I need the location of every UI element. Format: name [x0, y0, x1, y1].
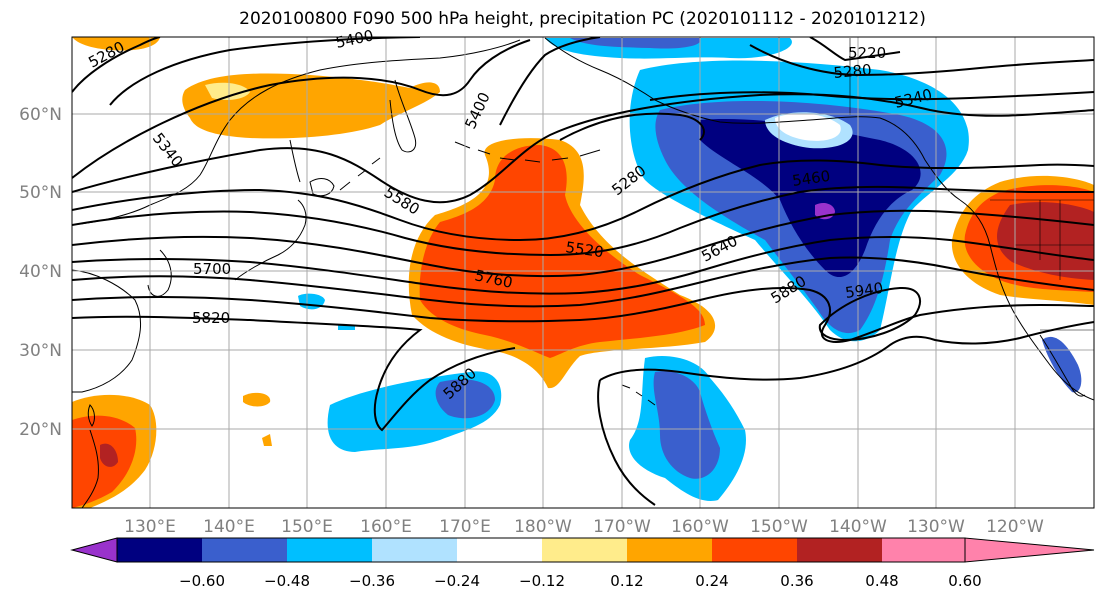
lon-label: 180°W [514, 517, 572, 537]
lat-label: 60°N [19, 105, 62, 125]
coast-taiwan [87, 404, 95, 427]
lon-label: 170°W [593, 517, 651, 537]
contour-label: 5280 [833, 61, 873, 82]
contour-5520 [72, 159, 1094, 242]
contour-label: 5820 [192, 309, 230, 327]
contour-5280-loop [559, 112, 705, 141]
lat-label: 20°N [19, 420, 62, 440]
colorbar-segment [797, 538, 882, 562]
contour-5940 [818, 286, 921, 342]
lon-label: 140°E [203, 517, 255, 537]
shade-pos-small2 [262, 434, 272, 446]
contour-5460-a [72, 93, 1094, 204]
contour-5400 [72, 39, 531, 179]
coast-hawaii [621, 384, 656, 406]
colorbar-extend-low [70, 537, 118, 563]
contour-5580 [72, 185, 1094, 257]
colorbar-tick-label: −0.36 [349, 572, 395, 590]
colorbar-tick-label: −0.24 [434, 572, 480, 590]
colorbar-tick-label: 0.12 [610, 572, 643, 590]
contour-5280-east [749, 44, 1094, 77]
lat-label: 40°N [19, 262, 62, 282]
lon-label: 130°W [907, 517, 965, 537]
contour-label: 5520 [564, 238, 604, 261]
shade-pos-philippine-dark [100, 443, 118, 467]
shade-neg-bering-mid [570, 38, 701, 49]
colorbar-tick-label: 0.48 [865, 572, 898, 590]
contour-5400-north [499, 37, 601, 126]
lon-label: 150°W [750, 517, 808, 537]
lon-label: 120°W [986, 517, 1044, 537]
shade-neg-baja [1042, 336, 1082, 393]
contour-label: 5220 [848, 44, 886, 62]
contour-5340-east [649, 91, 1094, 101]
lat-label: 50°N [19, 183, 62, 203]
contour-5700 [72, 236, 1094, 295]
map-frame [71, 36, 1095, 509]
contour-5880-loop [597, 379, 656, 506]
contour-5760 [72, 256, 1094, 308]
contour-5220 [809, 37, 901, 62]
colorbar-tick-label: −0.12 [519, 572, 565, 590]
colorbar-segment [712, 538, 797, 562]
colorbar-segment [457, 538, 542, 562]
contour-label: 5700 [193, 260, 231, 278]
colorbar-segment [202, 538, 287, 562]
latitude-labels: 60°N 50°N 40°N 30°N 20°N [19, 105, 62, 440]
contour-5640 [72, 209, 1094, 278]
colorbar-ticks: −0.60 −0.48 −0.36 −0.24 −0.12 0.12 0.24 … [179, 572, 982, 590]
colorbar-outline [116, 537, 966, 563]
colorbar-segment [627, 538, 712, 562]
colorbar-tick-label: −0.60 [179, 572, 225, 590]
colorbar: −0.60 −0.48 −0.36 −0.24 −0.12 0.12 0.24 … [70, 537, 1095, 590]
contour-5820 [72, 287, 1094, 343]
coast-sakhalin [289, 139, 301, 183]
lon-label: 160°E [360, 517, 412, 537]
contour-label: 5460 [791, 167, 831, 190]
colorbar-tick-label: 0.60 [948, 572, 981, 590]
contour-5880-east [599, 321, 1094, 381]
coast-alaska [544, 37, 961, 201]
contour-5280-west [72, 37, 161, 93]
colorbar-segment [882, 538, 965, 562]
shade-neg-alaska-white [775, 113, 841, 141]
lon-label: 170°E [439, 517, 491, 537]
gridlines [72, 37, 1094, 508]
colorbar-tick-label: 0.36 [780, 572, 813, 590]
contour-5340-west [109, 37, 421, 106]
lon-label: 150°E [281, 517, 333, 537]
colorbar-extend-high [964, 537, 1095, 563]
map-title: 2020100800 F090 500 hPa height, precipit… [239, 9, 926, 29]
coast-aleutians [454, 141, 601, 163]
shade-pos-corner [72, 37, 160, 51]
shade-pos-small1 [243, 392, 271, 407]
shade-neg-subtrop-east-mid [653, 371, 720, 479]
lon-label: 130°E [124, 517, 176, 537]
shade-pos-okhotsk-light [205, 82, 250, 100]
border-us-states [1015, 200, 1094, 280]
contour-5880-west [72, 315, 516, 432]
coast-kamchatka [389, 79, 417, 153]
lon-label: 160°W [671, 517, 729, 537]
coast-baja [1039, 334, 1086, 397]
colorbar-segment [542, 538, 627, 562]
coast-philippines [81, 429, 99, 508]
colorbar-segment [287, 538, 372, 562]
colorbar-segment [372, 538, 457, 562]
colorbar-tick-label: 0.24 [695, 572, 728, 590]
height-contours [72, 37, 1094, 506]
contour-label: 5940 [844, 279, 884, 302]
lat-label: 30°N [19, 341, 62, 361]
colorbar-tick-label: −0.48 [264, 572, 310, 590]
colorbar-segment [117, 538, 202, 562]
coast-china [72, 269, 141, 393]
longitude-labels: 130°E 140°E 150°E 160°E 170°E 180°W 170°… [124, 517, 1044, 537]
lon-label: 140°W [829, 517, 887, 537]
